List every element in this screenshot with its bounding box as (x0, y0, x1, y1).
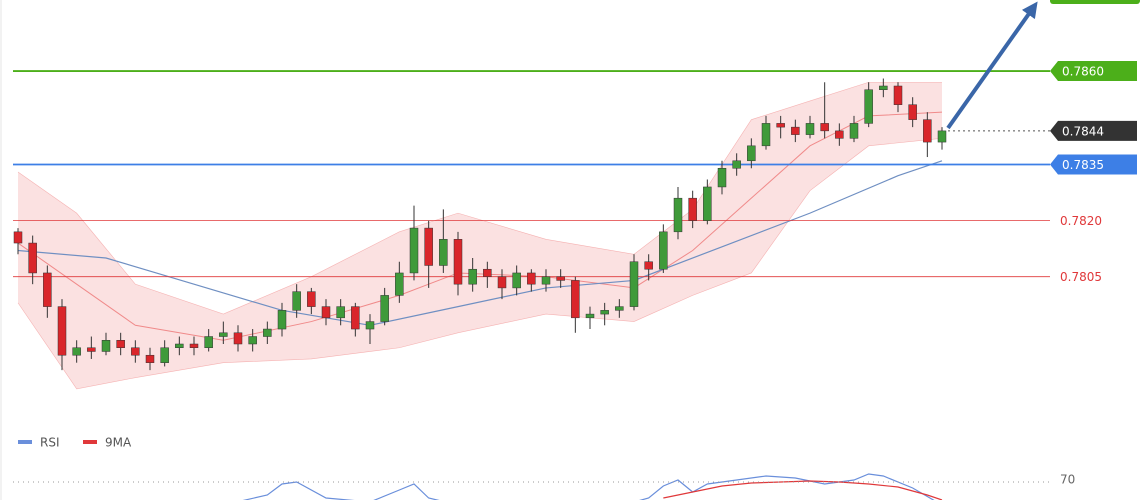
candle-body (116, 340, 125, 348)
candle-body (864, 89, 873, 124)
candle-body (688, 197, 697, 221)
candle-body (835, 130, 844, 139)
candle-body (72, 347, 81, 356)
candle-body (57, 306, 67, 356)
candle-body (732, 160, 741, 169)
band-lower (17, 138, 943, 390)
candle-body (189, 343, 199, 348)
candle-body (879, 85, 888, 90)
legend-label: RSI (40, 436, 60, 450)
candle-body (233, 332, 243, 345)
legend-label: 9MA (105, 436, 132, 450)
candle-body (365, 321, 375, 330)
candle-body (204, 336, 213, 348)
level-label: 0.7844 (1062, 124, 1104, 138)
candle-body (468, 268, 477, 285)
candle-body (849, 123, 859, 139)
candle-body (527, 272, 536, 285)
level-label-box (1050, 61, 1137, 82)
candle-body (292, 291, 301, 311)
rsi-clip (242, 473, 935, 500)
candle-body (776, 123, 785, 128)
candle-body (131, 347, 140, 356)
rsi-line (663, 480, 943, 500)
candle-body (937, 130, 947, 143)
candle-body (571, 280, 580, 319)
candle-body (175, 343, 184, 348)
trend-arrow (946, 1, 1038, 130)
candle-body (791, 126, 800, 135)
rsi-line (242, 473, 935, 500)
candle-body (703, 186, 712, 221)
legend-swatch (18, 440, 32, 444)
candle-body (336, 306, 345, 319)
level-label: 0.7835 (1062, 158, 1104, 172)
candle-body (160, 347, 169, 363)
candle-body (497, 276, 507, 289)
candle-body (101, 340, 111, 352)
rsi-clip (663, 480, 943, 500)
candles-layer (13, 78, 947, 371)
candle-body (615, 306, 624, 311)
candle-body (263, 328, 272, 337)
levels-layer: 0.7860 0.7844 0.7835 0.7820 0.7805 (13, 61, 1137, 284)
candle-body (556, 276, 565, 281)
candle-body (761, 123, 771, 147)
target-box (1050, 0, 1140, 4)
candle-body (483, 268, 492, 277)
candle-body (248, 336, 257, 345)
band-upper (17, 81, 942, 315)
candle-body (307, 291, 316, 307)
band-fill (18, 82, 942, 389)
candle-body (453, 239, 463, 285)
candle-body (747, 145, 756, 162)
candle-body (673, 197, 683, 233)
candle-body (424, 227, 433, 266)
level-label: 0.7820 (1060, 214, 1102, 228)
candle-body (13, 231, 23, 244)
candle-body (321, 306, 331, 319)
rsi-panel: RSI 9MA 70 (13, 436, 1075, 500)
candle-body (512, 272, 521, 289)
candle-body (87, 347, 96, 352)
level-label: 0.7805 (1060, 270, 1102, 284)
level-label: 0.7860 (1062, 65, 1104, 79)
y-tick-label: 70 (1060, 473, 1075, 487)
candle-body (923, 119, 932, 143)
candle-body (644, 261, 653, 270)
candle-body (380, 295, 389, 322)
candle-body (28, 242, 37, 274)
candle-body (277, 310, 287, 330)
candle-body (893, 85, 903, 105)
candle-body (219, 332, 228, 337)
candle-body (805, 123, 815, 135)
level-label-box (1050, 154, 1137, 175)
candle-body (908, 104, 917, 120)
candle-body (629, 261, 639, 307)
legend-swatch (83, 440, 97, 444)
candle-body (717, 168, 727, 188)
candle-body (659, 231, 668, 270)
candle-body (409, 227, 419, 274)
candle-body (820, 123, 829, 132)
candle-body (600, 310, 609, 315)
candle-body (439, 239, 448, 266)
candle-body (43, 272, 52, 307)
bands-layer (17, 81, 943, 390)
candle-body (585, 313, 595, 319)
level-label-box (1050, 120, 1137, 141)
candle-body (541, 276, 551, 285)
candle-body (351, 306, 360, 330)
candle-body (395, 272, 404, 296)
candle-body (145, 354, 155, 363)
